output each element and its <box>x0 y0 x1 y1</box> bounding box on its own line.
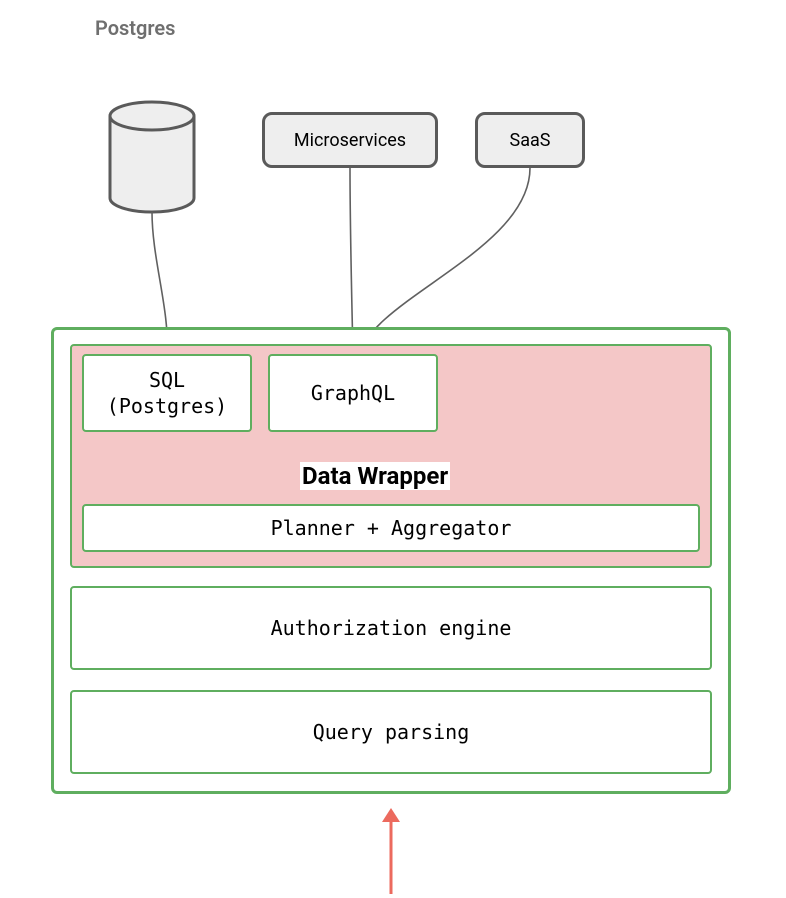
sql-label-line2: (Postgres) <box>107 393 227 419</box>
query-label: Query parsing <box>313 720 470 744</box>
input-arrow-icon <box>378 806 404 896</box>
graphql-box: GraphQL <box>268 354 438 432</box>
database-cylinder-icon <box>107 99 197 215</box>
authorization-engine-box: Authorization engine <box>70 586 712 670</box>
planner-label: Planner + Aggregator <box>271 516 512 540</box>
microservices-node: Microservices <box>262 112 438 168</box>
planner-aggregator-box: Planner + Aggregator <box>82 504 700 552</box>
sql-label-line1: SQL <box>149 367 185 393</box>
sql-postgres-box: SQL (Postgres) <box>82 354 252 432</box>
microservices-label: Microservices <box>294 130 406 151</box>
postgres-label: Postgres <box>95 16 175 40</box>
graphql-label: GraphQL <box>311 381 395 405</box>
data-wrapper-title: Data Wrapper <box>300 462 450 490</box>
authz-label: Authorization engine <box>271 616 512 640</box>
saas-node: SaaS <box>475 112 585 168</box>
saas-label: SaaS <box>510 130 551 151</box>
query-parsing-box: Query parsing <box>70 690 712 774</box>
